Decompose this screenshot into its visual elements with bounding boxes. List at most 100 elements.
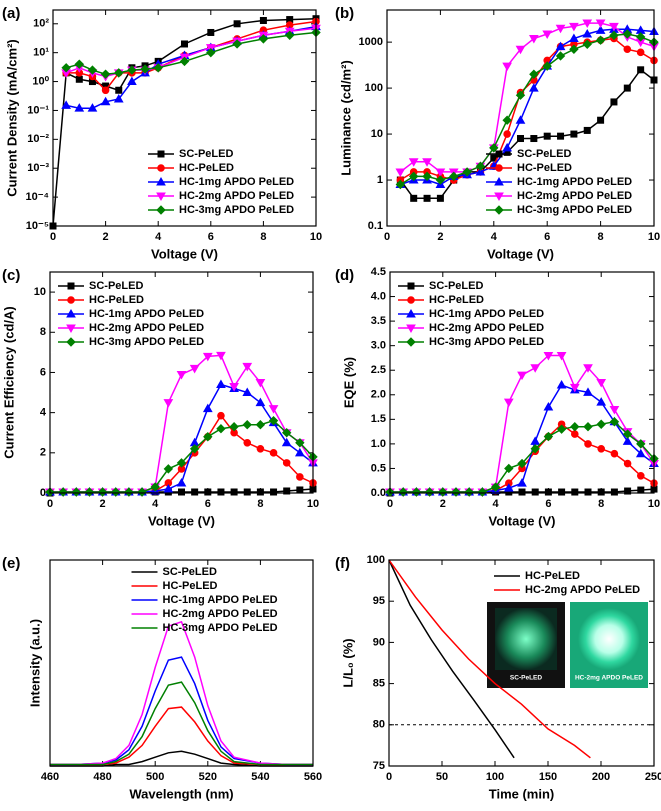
marker [503,483,514,492]
x-axis-label: Voltage (V) [487,246,554,261]
marker [202,403,213,413]
series-line [66,25,317,109]
marker [202,352,213,362]
y-axis-label: EQE (%) [341,357,356,408]
series-line [388,559,591,759]
y-tick-label: 10⁻⁵ [26,220,49,232]
x-tick-label: 6 [205,498,211,510]
marker [281,437,292,447]
marker [595,19,606,29]
panel-label: (c) [2,267,20,284]
x-tick-label: 2 [440,498,446,510]
legend-marker [156,192,166,202]
x-tick-label: 0 [387,498,393,510]
marker [217,411,225,420]
y-tick-label: 75 [373,760,385,772]
marker [515,90,526,100]
marker [597,488,605,496]
legend-marker [157,150,165,158]
marker [243,438,252,447]
legend-label: HC-PeLED [525,570,580,582]
marker [163,464,174,474]
marker [115,86,123,94]
marker [423,194,431,202]
marker [296,473,304,481]
x-tick-label: 100 [486,771,504,783]
legend-label: HC-3mg APDO PeLED [517,204,632,216]
marker [569,22,579,32]
marker [503,130,511,138]
x-tick-label: 10 [310,231,322,243]
y-tick-label: 90 [373,636,385,648]
panel-label: (d) [335,267,354,284]
marker [517,371,527,381]
marker [569,383,580,393]
legend-label: SC-PeLED [163,566,217,578]
marker [189,364,200,374]
marker [243,488,251,496]
legend-label: HC-3mg APDO PeLED [163,622,278,634]
marker [422,171,432,182]
plot-frame [49,271,314,494]
marker [609,406,620,415]
marker [622,429,633,439]
marker [517,135,524,143]
marker [596,397,607,406]
x-tick-label: 10 [648,231,660,243]
y-axis-label: Intensity (a.u.) [27,619,42,707]
marker [114,68,124,78]
marker [100,96,111,106]
legend-label: HC-2mg APDO PeLED [517,190,632,202]
y-tick-label: 10⁻³ [27,162,49,174]
marker [178,488,185,496]
x-tick-label: 8 [260,231,266,243]
marker [530,444,540,454]
legend-label: HC-PeLED [163,580,218,592]
marker [436,194,444,202]
legend-marker [406,324,416,334]
marker [255,379,266,388]
marker [464,487,474,497]
y-tick-label: 1000 [359,36,383,48]
marker [556,351,567,361]
marker [87,65,98,75]
marker [518,488,526,496]
marker [637,66,645,74]
legend-marker [67,282,75,290]
y-tick-label: 6 [40,366,46,378]
marker [528,83,539,92]
legend-label: HC-1mg APDO PeLED [163,594,278,606]
marker [268,405,279,414]
x-tick-label: 0 [50,231,56,243]
legend-label: HC-PeLED [179,162,234,174]
marker [475,161,486,171]
marker [597,116,605,124]
y-tick-label: 3.5 [371,315,386,327]
x-tick-label: 2 [437,231,443,243]
marker [258,34,269,44]
marker [502,142,513,152]
marker [570,130,578,138]
x-tick-label: 6 [208,231,214,243]
marker [61,63,71,73]
marker [408,158,419,167]
plot-frame [52,9,317,227]
legend-marker [66,337,76,347]
legend-label: SC-PeLED [517,148,571,160]
marker [609,22,619,32]
legend-label: HC-1mg APDO PeLED [179,176,294,188]
marker [283,487,291,495]
marker [502,62,513,72]
marker [176,458,187,468]
marker [504,463,514,474]
marker [556,424,567,434]
y-tick-label: 4 [40,407,47,419]
marker [163,399,174,408]
marker [438,487,448,497]
series-line [50,706,313,766]
marker [477,487,488,497]
marker [176,370,187,380]
y-tick-label: 85 [373,678,385,690]
marker [542,61,552,71]
